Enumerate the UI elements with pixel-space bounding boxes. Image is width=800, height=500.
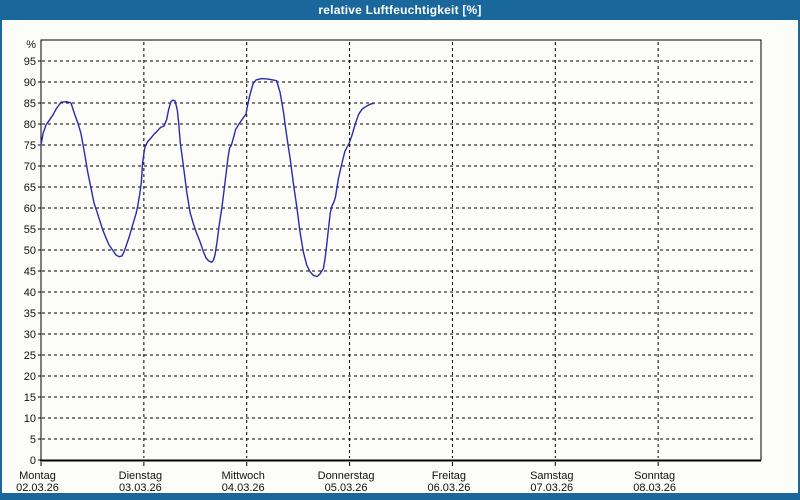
- x-day-name-label: Dienstag: [119, 470, 162, 482]
- y-tick-label: 80: [24, 119, 36, 131]
- x-day-date-label: 08.03.26: [633, 482, 676, 493]
- x-day-date-label: 07.03.26: [530, 482, 573, 493]
- x-day-name-label: Mittwoch: [222, 470, 265, 482]
- y-tick-label: 50: [24, 245, 36, 257]
- x-day-date-label: 06.03.26: [428, 482, 471, 493]
- chart-area: 0 5 10 15 20 25 30 35 40 45 50 55 60 65 70 75 80 85 90 95% M…: [2, 20, 798, 493]
- chart-title: relative Luftfeuchtigkeit [%]: [318, 3, 482, 17]
- y-tick-label: 75: [24, 140, 36, 152]
- x-day-name-label: Montag: [19, 470, 56, 482]
- y-tick-label: 10: [24, 413, 36, 425]
- y-axis-unit-label: %: [26, 39, 36, 51]
- y-tick-label: 45: [24, 266, 36, 278]
- y-tick-label: 55: [24, 224, 36, 236]
- y-tick-label: 5: [30, 434, 36, 446]
- y-tick-label: 60: [24, 203, 36, 215]
- y-tick-label: 65: [24, 182, 36, 194]
- y-tick-label: 95: [24, 56, 36, 68]
- humidity-curve: [40, 77, 375, 278]
- window-titlebar: relative Luftfeuchtigkeit [%]: [2, 0, 798, 20]
- x-day-date-label: 04.03.26: [222, 482, 265, 493]
- y-tick-label: 70: [24, 161, 36, 173]
- x-day-date-label: 05.03.26: [325, 482, 368, 493]
- y-tick-label: 30: [24, 329, 36, 341]
- y-tick-label: 15: [24, 392, 36, 404]
- y-tick-label: 20: [24, 371, 36, 383]
- x-day-date-label: 03.03.26: [119, 482, 162, 493]
- x-day-name-label: Sonntag: [634, 470, 675, 482]
- y-tick-label: 0: [30, 455, 36, 467]
- plot-border: [40, 39, 762, 461]
- y-tick-label: 25: [24, 350, 36, 362]
- x-day-name-label: Freitag: [432, 470, 466, 482]
- x-day-name-label: Samstag: [530, 470, 573, 482]
- y-tick-label: 90: [24, 77, 36, 89]
- x-day-name-label: Donnerstag: [318, 470, 375, 482]
- y-tick-label: 35: [24, 308, 36, 320]
- y-tick-label: 40: [24, 287, 36, 299]
- humidity-line-chart: 0 5 10 15 20 25 30 35 40 45 50 55 60 65 70 75 80 85 90 95% M…: [16, 39, 762, 493]
- x-day-date-label: 02.03.26: [16, 482, 59, 493]
- y-tick-label: 85: [24, 98, 36, 110]
